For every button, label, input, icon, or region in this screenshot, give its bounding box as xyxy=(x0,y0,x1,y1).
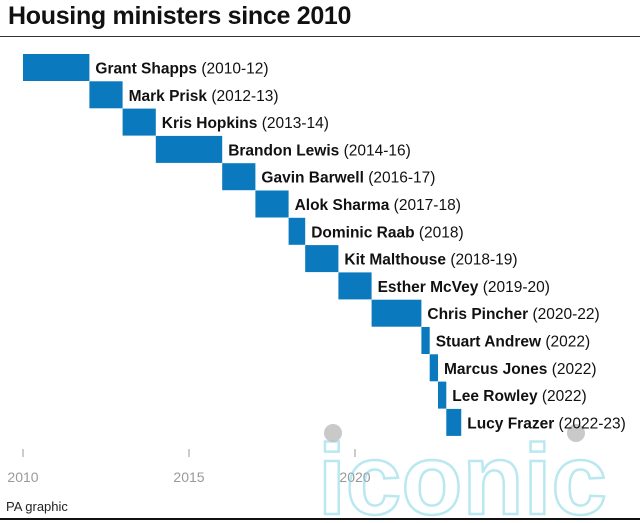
watermark-dot-left xyxy=(324,424,342,442)
minister-name: Esther McVey xyxy=(378,279,483,296)
minister-label: Gavin Barwell (2016-17) xyxy=(261,170,435,187)
minister-bar xyxy=(305,245,339,273)
minister-period: (2018-19) xyxy=(450,252,517,269)
minister-name: Gavin Barwell xyxy=(261,170,368,187)
minister-bar xyxy=(89,81,123,109)
minister-label: Chris Pincher (2020-22) xyxy=(427,306,599,323)
minister-period: (2022) xyxy=(552,361,597,378)
minister-bar xyxy=(421,327,430,354)
minister-period: (2022-23) xyxy=(559,415,626,432)
x-axis: 2010 2015 2020 xyxy=(7,449,371,485)
minister-bar xyxy=(122,108,156,136)
minister-name: Dominic Raab xyxy=(311,224,419,241)
minister-bars xyxy=(23,54,462,436)
x-tick-label: 2015 xyxy=(173,469,204,485)
minister-period: (2014-16) xyxy=(344,142,411,159)
minister-bar xyxy=(255,190,289,218)
minister-name: Marcus Jones xyxy=(444,361,552,378)
minister-label: Lucy Frazer (2022-23) xyxy=(467,415,626,432)
minister-label: Esther McVey (2019-20) xyxy=(378,279,550,296)
minister-name: Alok Sharma xyxy=(295,197,394,214)
minister-label: Grant Shapps (2010-12) xyxy=(95,61,268,78)
minister-label: Dominic Raab (2018) xyxy=(311,224,463,241)
minister-period: (2022) xyxy=(542,388,587,405)
source-label: PA graphic xyxy=(6,499,68,514)
x-tick-label: 2010 xyxy=(7,469,38,485)
watermark-dot-right xyxy=(567,424,585,442)
minister-period: (2012-13) xyxy=(211,88,278,105)
minister-period: (2016-17) xyxy=(368,170,435,187)
minister-bar xyxy=(338,272,372,300)
minister-label: Marcus Jones (2022) xyxy=(444,361,597,378)
iconic-watermark: iconic xyxy=(317,423,608,523)
minister-bar xyxy=(446,408,462,436)
minister-name: Grant Shapps xyxy=(95,61,201,78)
minister-bar xyxy=(371,299,422,327)
minister-period: (2010-12) xyxy=(201,61,268,78)
minister-name: Kit Malthouse xyxy=(344,252,450,269)
minister-label: Mark Prisk (2012-13) xyxy=(129,88,279,105)
minister-period: (2013-14) xyxy=(262,115,329,132)
minister-name: Kris Hopkins xyxy=(162,115,262,132)
minister-label: Brandon Lewis (2014-16) xyxy=(228,142,411,159)
watermark-text: iconic xyxy=(318,424,607,523)
minister-name: Lucy Frazer xyxy=(467,415,558,432)
minister-bar xyxy=(23,54,90,81)
bottom-divider xyxy=(0,518,640,520)
minister-period: (2022) xyxy=(545,334,590,351)
minister-name: Mark Prisk xyxy=(129,88,212,105)
chart-title: Housing ministers since 2010 xyxy=(8,2,352,30)
minister-name: Lee Rowley xyxy=(452,388,542,405)
minister-label: Lee Rowley (2022) xyxy=(452,388,586,405)
minister-period: (2019-20) xyxy=(483,279,550,296)
minister-bar xyxy=(438,381,447,409)
title-divider xyxy=(0,36,640,37)
minister-name: Stuart Andrew xyxy=(436,334,546,351)
minister-label: Alok Sharma (2017-18) xyxy=(295,197,461,214)
minister-name: Brandon Lewis xyxy=(228,142,343,159)
minister-labels: Grant Shapps (2010-12) Mark Prisk (2012-1… xyxy=(95,61,625,433)
minister-period: (2020-22) xyxy=(532,306,599,323)
x-tick-label: 2020 xyxy=(339,469,370,485)
minister-label: Stuart Andrew (2022) xyxy=(436,334,590,351)
minister-period: (2018) xyxy=(419,224,464,241)
minister-label: Kris Hopkins (2013-14) xyxy=(162,115,329,132)
minister-label: Kit Malthouse (2018-19) xyxy=(344,252,517,269)
minister-bar xyxy=(288,217,306,245)
minister-bar xyxy=(155,135,223,163)
minister-period: (2017-18) xyxy=(394,197,461,214)
minister-bar xyxy=(429,354,438,382)
minister-bar xyxy=(222,163,256,191)
minister-name: Chris Pincher xyxy=(427,306,532,323)
